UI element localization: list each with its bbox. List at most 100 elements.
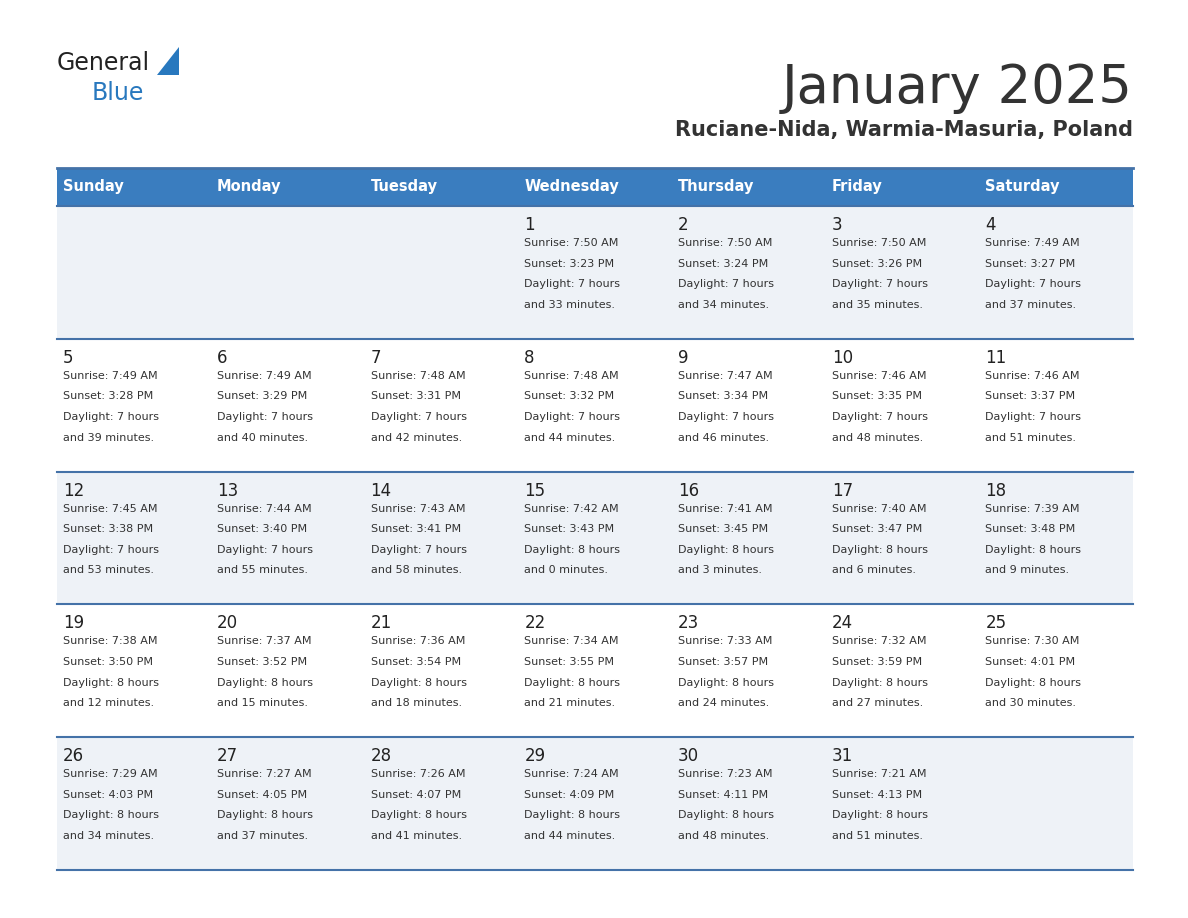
Bar <box>57 604 210 737</box>
Text: and 34 minutes.: and 34 minutes. <box>678 300 769 309</box>
Text: Sunrise: 7:24 AM: Sunrise: 7:24 AM <box>524 769 619 779</box>
Text: Sunset: 3:48 PM: Sunset: 3:48 PM <box>985 524 1075 534</box>
Text: Sunset: 3:59 PM: Sunset: 3:59 PM <box>832 657 922 667</box>
Text: and 44 minutes.: and 44 minutes. <box>524 831 615 841</box>
Bar <box>518 737 672 870</box>
Text: Sunset: 3:26 PM: Sunset: 3:26 PM <box>832 259 922 269</box>
Text: Daylight: 8 hours: Daylight: 8 hours <box>524 544 620 554</box>
Text: 23: 23 <box>678 614 700 633</box>
Text: 4: 4 <box>985 216 996 234</box>
Text: Sunrise: 7:30 AM: Sunrise: 7:30 AM <box>985 636 1080 646</box>
Text: and 18 minutes.: and 18 minutes. <box>371 699 462 708</box>
Text: Sunset: 4:09 PM: Sunset: 4:09 PM <box>524 789 614 800</box>
Text: Daylight: 8 hours: Daylight: 8 hours <box>985 544 1081 554</box>
Text: Sunset: 4:11 PM: Sunset: 4:11 PM <box>678 789 769 800</box>
Text: 29: 29 <box>524 747 545 766</box>
Text: Sunrise: 7:44 AM: Sunrise: 7:44 AM <box>217 504 311 513</box>
Text: Daylight: 8 hours: Daylight: 8 hours <box>985 677 1081 688</box>
Text: Daylight: 8 hours: Daylight: 8 hours <box>371 677 467 688</box>
Bar <box>210 206 365 339</box>
Text: 1: 1 <box>524 216 535 234</box>
Text: and 55 minutes.: and 55 minutes. <box>217 565 308 576</box>
Text: Daylight: 7 hours: Daylight: 7 hours <box>985 279 1081 289</box>
Bar <box>57 206 210 339</box>
Text: 2: 2 <box>678 216 689 234</box>
Text: Sunrise: 7:42 AM: Sunrise: 7:42 AM <box>524 504 619 513</box>
Text: and 24 minutes.: and 24 minutes. <box>678 699 770 708</box>
Text: Sunrise: 7:26 AM: Sunrise: 7:26 AM <box>371 769 465 779</box>
Bar <box>979 168 1133 206</box>
Text: Sunset: 3:54 PM: Sunset: 3:54 PM <box>371 657 461 667</box>
Text: Daylight: 8 hours: Daylight: 8 hours <box>524 811 620 821</box>
Text: Sunrise: 7:46 AM: Sunrise: 7:46 AM <box>985 371 1080 381</box>
Text: 28: 28 <box>371 747 392 766</box>
Text: 12: 12 <box>63 482 84 499</box>
Text: Tuesday: Tuesday <box>371 180 437 195</box>
Bar <box>672 472 826 604</box>
Text: Sunrise: 7:49 AM: Sunrise: 7:49 AM <box>217 371 311 381</box>
Text: Sunset: 3:43 PM: Sunset: 3:43 PM <box>524 524 614 534</box>
Text: 13: 13 <box>217 482 238 499</box>
Text: Daylight: 7 hours: Daylight: 7 hours <box>985 412 1081 422</box>
Text: Sunrise: 7:34 AM: Sunrise: 7:34 AM <box>524 636 619 646</box>
Bar <box>979 737 1133 870</box>
Text: and 44 minutes.: and 44 minutes. <box>524 432 615 442</box>
Bar <box>57 472 210 604</box>
Text: Daylight: 7 hours: Daylight: 7 hours <box>832 412 928 422</box>
Text: and 34 minutes.: and 34 minutes. <box>63 831 154 841</box>
Text: Sunrise: 7:50 AM: Sunrise: 7:50 AM <box>524 238 619 248</box>
Text: and 30 minutes.: and 30 minutes. <box>985 699 1076 708</box>
Bar <box>57 168 210 206</box>
Bar <box>57 737 210 870</box>
Bar <box>210 339 365 472</box>
Text: Daylight: 7 hours: Daylight: 7 hours <box>524 279 620 289</box>
Text: and 0 minutes.: and 0 minutes. <box>524 565 608 576</box>
Text: Sunrise: 7:37 AM: Sunrise: 7:37 AM <box>217 636 311 646</box>
Bar <box>365 339 518 472</box>
Text: Sunset: 3:24 PM: Sunset: 3:24 PM <box>678 259 769 269</box>
Text: Sunset: 3:29 PM: Sunset: 3:29 PM <box>217 391 308 401</box>
Text: Sunset: 3:50 PM: Sunset: 3:50 PM <box>63 657 153 667</box>
Text: Sunset: 3:52 PM: Sunset: 3:52 PM <box>217 657 307 667</box>
Text: Sunset: 3:31 PM: Sunset: 3:31 PM <box>371 391 461 401</box>
Text: Sunrise: 7:32 AM: Sunrise: 7:32 AM <box>832 636 927 646</box>
Bar <box>826 472 979 604</box>
Bar <box>210 168 365 206</box>
Text: Sunset: 3:38 PM: Sunset: 3:38 PM <box>63 524 153 534</box>
Text: Sunset: 3:35 PM: Sunset: 3:35 PM <box>832 391 922 401</box>
Text: Sunrise: 7:36 AM: Sunrise: 7:36 AM <box>371 636 465 646</box>
Text: Sunset: 4:05 PM: Sunset: 4:05 PM <box>217 789 307 800</box>
Text: and 37 minutes.: and 37 minutes. <box>985 300 1076 309</box>
Text: 16: 16 <box>678 482 699 499</box>
Text: Sunrise: 7:45 AM: Sunrise: 7:45 AM <box>63 504 158 513</box>
Text: Sunday: Sunday <box>63 180 124 195</box>
Text: Sunrise: 7:47 AM: Sunrise: 7:47 AM <box>678 371 772 381</box>
Bar <box>826 604 979 737</box>
Bar <box>365 472 518 604</box>
Text: 24: 24 <box>832 614 853 633</box>
Text: and 41 minutes.: and 41 minutes. <box>371 831 462 841</box>
Text: Daylight: 7 hours: Daylight: 7 hours <box>371 412 467 422</box>
Text: 26: 26 <box>63 747 84 766</box>
Text: Sunrise: 7:43 AM: Sunrise: 7:43 AM <box>371 504 465 513</box>
Bar <box>979 339 1133 472</box>
Text: 14: 14 <box>371 482 392 499</box>
Text: and 21 minutes.: and 21 minutes. <box>524 699 615 708</box>
Text: Daylight: 7 hours: Daylight: 7 hours <box>371 544 467 554</box>
Text: Saturday: Saturday <box>985 180 1060 195</box>
Text: Sunset: 4:01 PM: Sunset: 4:01 PM <box>985 657 1075 667</box>
Text: Sunset: 3:55 PM: Sunset: 3:55 PM <box>524 657 614 667</box>
Text: Sunrise: 7:50 AM: Sunrise: 7:50 AM <box>832 238 927 248</box>
Bar <box>672 168 826 206</box>
Text: and 42 minutes.: and 42 minutes. <box>371 432 462 442</box>
Text: Daylight: 7 hours: Daylight: 7 hours <box>678 412 775 422</box>
Text: Sunset: 4:07 PM: Sunset: 4:07 PM <box>371 789 461 800</box>
Text: 18: 18 <box>985 482 1006 499</box>
Text: Sunrise: 7:49 AM: Sunrise: 7:49 AM <box>985 238 1080 248</box>
Text: 22: 22 <box>524 614 545 633</box>
Text: and 48 minutes.: and 48 minutes. <box>832 432 923 442</box>
Text: and 51 minutes.: and 51 minutes. <box>832 831 923 841</box>
Text: and 40 minutes.: and 40 minutes. <box>217 432 308 442</box>
Text: Sunrise: 7:49 AM: Sunrise: 7:49 AM <box>63 371 158 381</box>
Text: Sunset: 4:13 PM: Sunset: 4:13 PM <box>832 789 922 800</box>
